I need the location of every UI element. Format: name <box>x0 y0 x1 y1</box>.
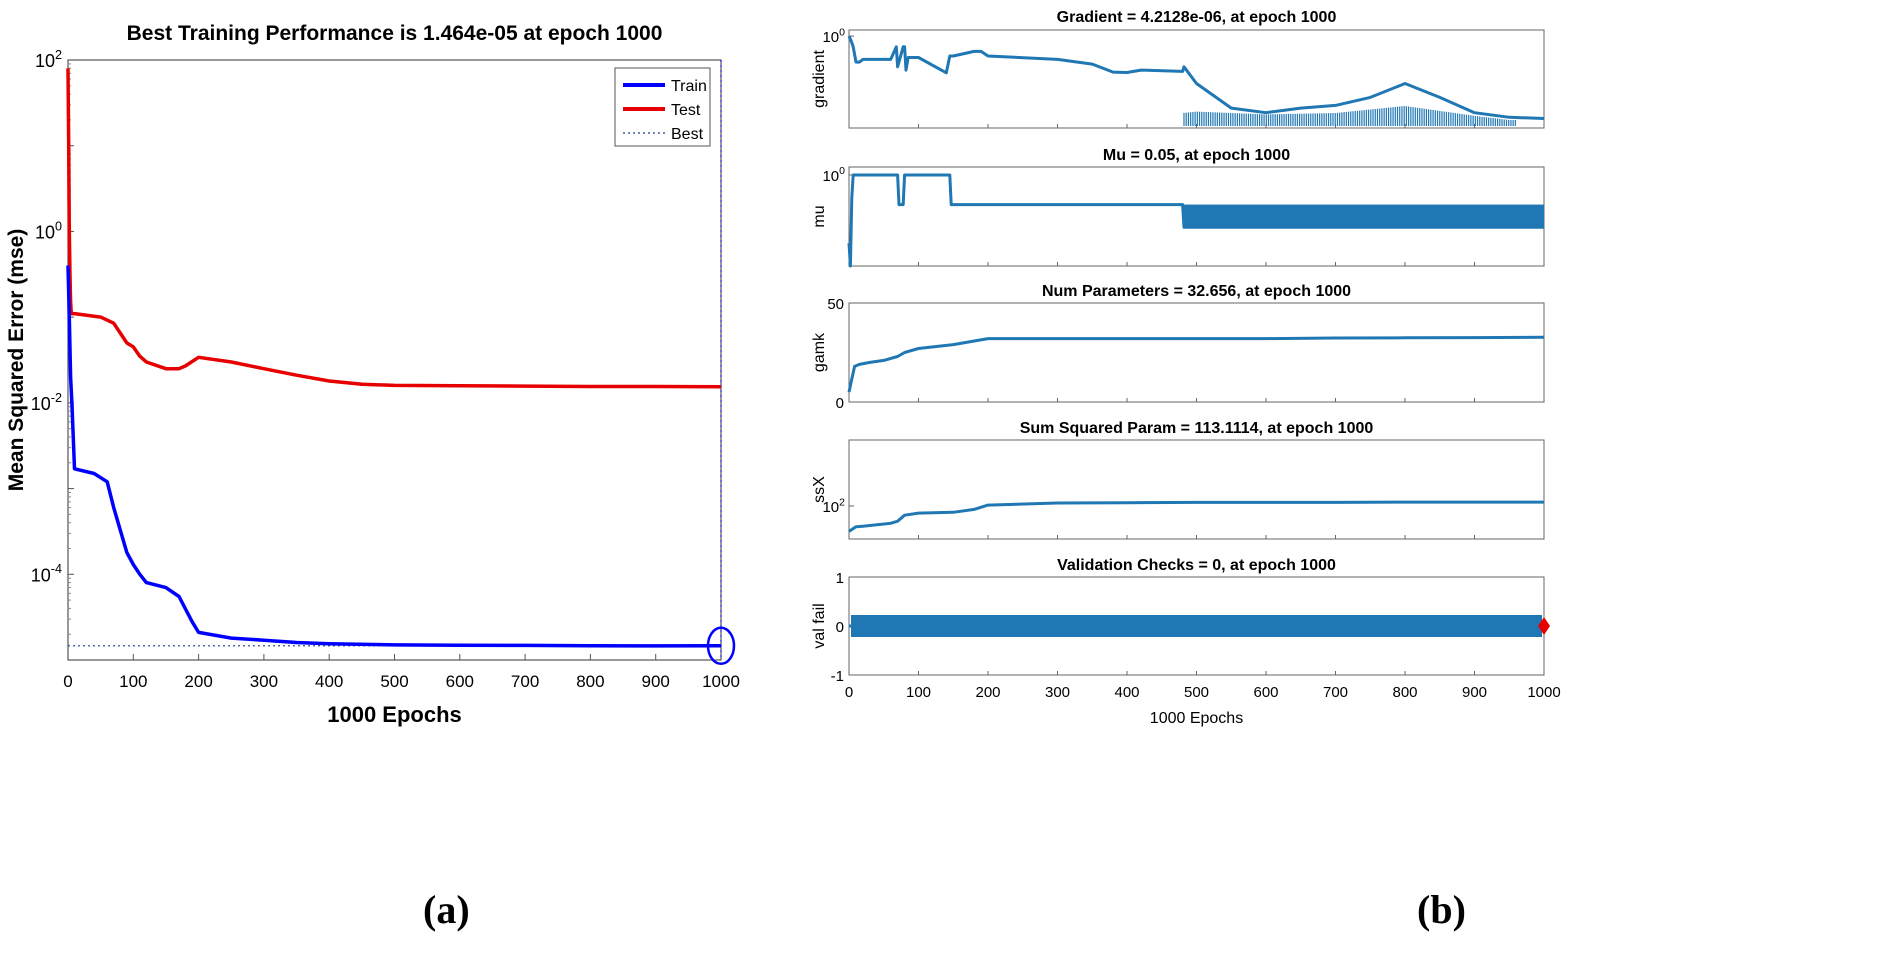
x-tick-label-b5: 500 <box>1184 684 1209 701</box>
best-epoch-marker <box>1538 617 1550 635</box>
y-axis-label-b1: gradient <box>811 50 828 108</box>
y-tick-label-a: 10-2 <box>31 391 62 414</box>
y-tick-label-b5: 1 <box>836 570 844 587</box>
series-line-b2 <box>847 173 1544 268</box>
legend-label-best: Best <box>671 126 704 143</box>
caption-a: (a) <box>423 887 470 932</box>
series-line-b3 <box>847 335 1545 393</box>
x-tick-label-a: 700 <box>511 672 539 691</box>
x-tick-label-a: 200 <box>184 672 212 691</box>
x-tick-label-b5: 700 <box>1323 684 1348 701</box>
mu-oscillation-band <box>1182 204 1544 228</box>
best-point-circle <box>706 626 736 666</box>
panel-title-b2: Mu = 0.05, at epoch 1000 <box>1103 147 1290 164</box>
x-tick-label-a: 100 <box>119 672 147 691</box>
x-tick-label-a: 400 <box>315 672 343 691</box>
y-tick-label-a: 100 <box>35 219 62 242</box>
x-tick-label-b5: 200 <box>975 684 1000 701</box>
plot-area-b4 <box>848 439 1545 540</box>
val-fail-band <box>851 615 1542 637</box>
y-tick-label-b3: 50 <box>827 296 844 313</box>
y-tick-label-b5: 0 <box>836 619 844 636</box>
x-tick-label-b5: 1000 <box>1527 684 1560 701</box>
y-tick-label-b2: 100 <box>822 165 845 185</box>
panel-title-b1: Gradient = 4.2128e-06, at epoch 1000 <box>1057 9 1337 26</box>
panel-title-b4: Sum Squared Param = 113.1114, at epoch 1… <box>1020 420 1374 437</box>
series-train-line <box>66 265 722 648</box>
series-line-b4 <box>848 500 1544 533</box>
y-axis-label-b5: val fail <box>811 603 828 648</box>
x-axis-label-a: 1000 Epochs <box>327 702 462 727</box>
y-axis-label-b3: gamk <box>811 332 828 372</box>
caption-b: (b) <box>1417 887 1466 932</box>
y-tick-label-a: 102 <box>35 48 62 71</box>
chart-title-a: Best Training Performance is 1.464e-05 a… <box>127 22 663 45</box>
y-tick-label-b3: 0 <box>836 395 844 412</box>
y-tick-label-b5: -1 <box>831 668 844 685</box>
legend-label-test: Test <box>671 102 701 119</box>
panel-title-b3: Num Parameters = 32.656, at epoch 1000 <box>1042 283 1351 300</box>
plot-area-b3 <box>848 302 1545 403</box>
y-tick-label-a: 10-4 <box>31 562 62 585</box>
gradient-oscillation <box>1183 106 1516 126</box>
y-axis-label-a: Mean Squared Error (mse) <box>5 229 28 492</box>
x-tick-label-a: 1000 <box>702 672 740 691</box>
y-tick-label-b4: 102 <box>822 496 845 516</box>
y-axis-label-b4: ssX <box>811 476 828 503</box>
x-axis-label-b5: 1000 Epochs <box>1150 710 1243 727</box>
x-tick-label-b5: 400 <box>1114 684 1139 701</box>
series-line-b1 <box>847 35 1545 120</box>
x-tick-label-b5: 800 <box>1392 684 1417 701</box>
legend-label-train: Train <box>671 78 707 95</box>
x-tick-label-a: 300 <box>250 672 278 691</box>
x-tick-label-a: 500 <box>380 672 408 691</box>
x-tick-label-a: 900 <box>642 672 670 691</box>
x-tick-label-b5: 600 <box>1253 684 1278 701</box>
x-tick-label-b5: 300 <box>1045 684 1070 701</box>
x-tick-label-a: 0 <box>63 672 72 691</box>
series-test-line <box>66 68 722 389</box>
y-axis-label-b2: mu <box>811 205 828 227</box>
y-tick-label-b1: 100 <box>822 26 845 46</box>
x-tick-label-b5: 100 <box>906 684 931 701</box>
x-tick-label-a: 600 <box>446 672 474 691</box>
plot-area-a <box>67 59 722 661</box>
x-tick-label-a: 800 <box>576 672 604 691</box>
x-tick-label-b5: 900 <box>1462 684 1487 701</box>
x-tick-label-b5: 0 <box>845 684 853 701</box>
panel-title-b5: Validation Checks = 0, at epoch 1000 <box>1057 557 1336 574</box>
